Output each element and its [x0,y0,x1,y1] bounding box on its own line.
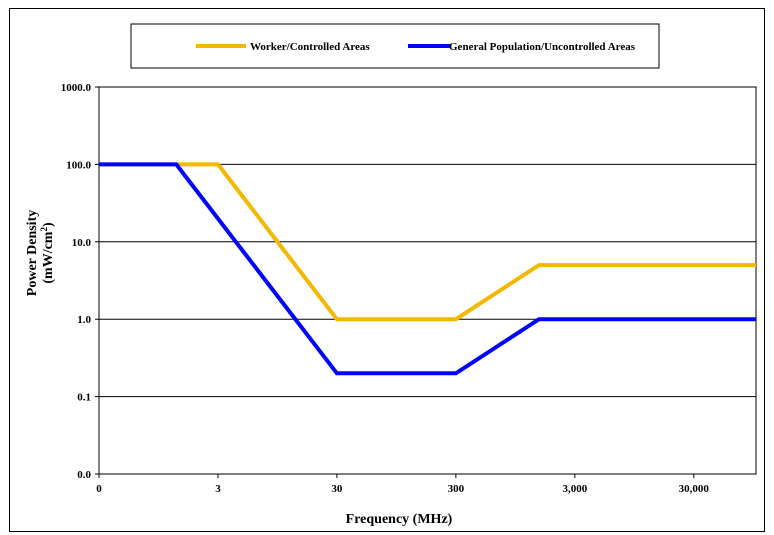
legend-label-general: General Population/Uncontrolled Areas [449,41,636,53]
y-axis-title-line2: (mW/cm2) [39,222,56,284]
y-axis-unit: (mW/cm [41,231,56,283]
y-axis-unit-close: ) [41,222,56,227]
series-line-general [99,162,756,376]
x-axis-title: Frequency (MHz) [346,512,453,527]
axis-ticks [95,86,695,478]
y-tick-label: 0.0 [77,469,91,481]
y-tick-labels: 0.0 0.1 1.0 10.0 100.0 1000.0 [61,82,92,481]
plot-area [98,86,757,475]
y-axis-unit-superscript: 2 [39,227,49,232]
legend-label-worker: Worker/Controlled Areas [250,41,370,53]
y-axis-title-line1: Power Density [25,210,40,296]
series-lines [99,162,756,376]
x-tick-label: 0 [96,483,102,495]
y-tick-label: 1.0 [77,314,91,326]
y-tick-label: 1000.0 [61,82,92,94]
x-tick-label: 3,000 [562,483,587,495]
x-tick-label: 300 [448,483,465,495]
x-tick-label: 30 [331,483,343,495]
y-axis-title: Power Density (mW/cm2) [25,210,56,296]
x-tick-label: 3 [215,483,221,495]
y-tick-label: 0.1 [77,392,91,404]
y-tick-label: 10.0 [72,237,92,249]
series-line-worker [99,162,756,322]
y-tick-label: 100.0 [66,159,91,171]
x-tick-labels: 0 3 30 300 3,000 30,000 [96,483,709,495]
x-tick-label: 30,000 [679,483,710,495]
